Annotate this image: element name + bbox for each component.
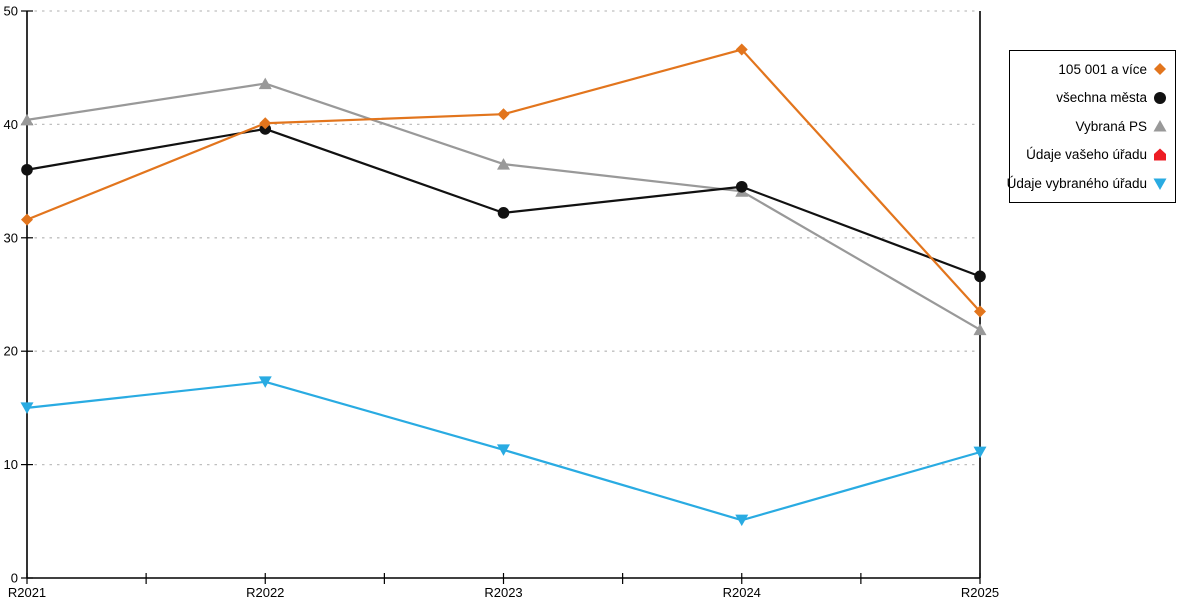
x-tick-label: R2024 bbox=[723, 585, 761, 600]
data-point-triangle-down bbox=[973, 446, 987, 459]
data-point-circle bbox=[735, 180, 748, 193]
pentagon-marker-icon bbox=[1154, 148, 1166, 161]
triangle-down-glyph bbox=[1153, 178, 1167, 190]
legend-item: 105 001 a více bbox=[1016, 62, 1167, 76]
legend-item: Údaje vašeho úřadu bbox=[1016, 148, 1167, 162]
data-point-triangle-up bbox=[973, 323, 987, 336]
legend-item: všechna města bbox=[1016, 91, 1167, 105]
data-point-triangle-down bbox=[258, 376, 272, 388]
triangle-up-marker-icon bbox=[1153, 120, 1167, 132]
pentagon-glyph bbox=[1154, 148, 1166, 161]
y-tick-label: 40 bbox=[4, 117, 18, 132]
legend-label: Údaje vašeho úřadu bbox=[1026, 147, 1147, 163]
data-point-circle bbox=[974, 270, 986, 283]
data-point-diamond bbox=[259, 117, 272, 130]
data-point-diamond bbox=[21, 213, 33, 226]
data-point-circle bbox=[21, 163, 33, 176]
data-point-triangle-down bbox=[735, 514, 749, 527]
legend-item: Údaje vybraného úřadu bbox=[1007, 177, 1167, 191]
data-point-triangle-up bbox=[497, 158, 510, 170]
data-point-triangle-up bbox=[20, 113, 34, 126]
y-tick-label: 10 bbox=[4, 457, 18, 472]
series-line-diamond bbox=[26, 48, 981, 313]
legend-item: Vybraná PS bbox=[1016, 119, 1167, 133]
triangle-down-marker-icon bbox=[1153, 178, 1167, 190]
y-tick-label: 0 bbox=[11, 571, 18, 586]
data-point-circle bbox=[497, 207, 510, 219]
data-point-triangle-down bbox=[497, 444, 510, 456]
legend-label: 105 001 a více bbox=[1058, 61, 1147, 77]
circle-glyph bbox=[1154, 91, 1166, 104]
x-tick-label: R2025 bbox=[961, 585, 999, 600]
x-tick-label: R2023 bbox=[484, 585, 522, 600]
diamond-glyph bbox=[1154, 63, 1166, 76]
circle-marker-icon bbox=[1154, 91, 1166, 104]
y-tick-label: 50 bbox=[4, 4, 18, 19]
diamond-marker-icon bbox=[1154, 63, 1166, 76]
legend-label: Údaje vybraného úřadu bbox=[1006, 175, 1147, 191]
y-tick-label: 20 bbox=[4, 344, 18, 359]
triangle-up-glyph bbox=[1153, 120, 1167, 132]
x-tick-label: R2021 bbox=[8, 585, 46, 600]
series-line-triangle-up bbox=[26, 82, 981, 331]
data-point-diamond bbox=[974, 305, 986, 318]
data-point-diamond bbox=[735, 43, 748, 56]
data-point-triangle-down bbox=[20, 402, 34, 414]
chart-legend: 105 001 a více všechna města Vybraná PS … bbox=[1007, 50, 1176, 203]
y-tick-label: 30 bbox=[4, 230, 18, 245]
series-line-circle bbox=[26, 127, 981, 278]
data-point-diamond bbox=[497, 108, 510, 121]
legend-label: všechna města bbox=[1056, 90, 1147, 106]
legend-label: Vybraná PS bbox=[1075, 118, 1147, 134]
data-point-triangle-up bbox=[258, 77, 272, 90]
x-tick-label: R2022 bbox=[246, 585, 284, 600]
